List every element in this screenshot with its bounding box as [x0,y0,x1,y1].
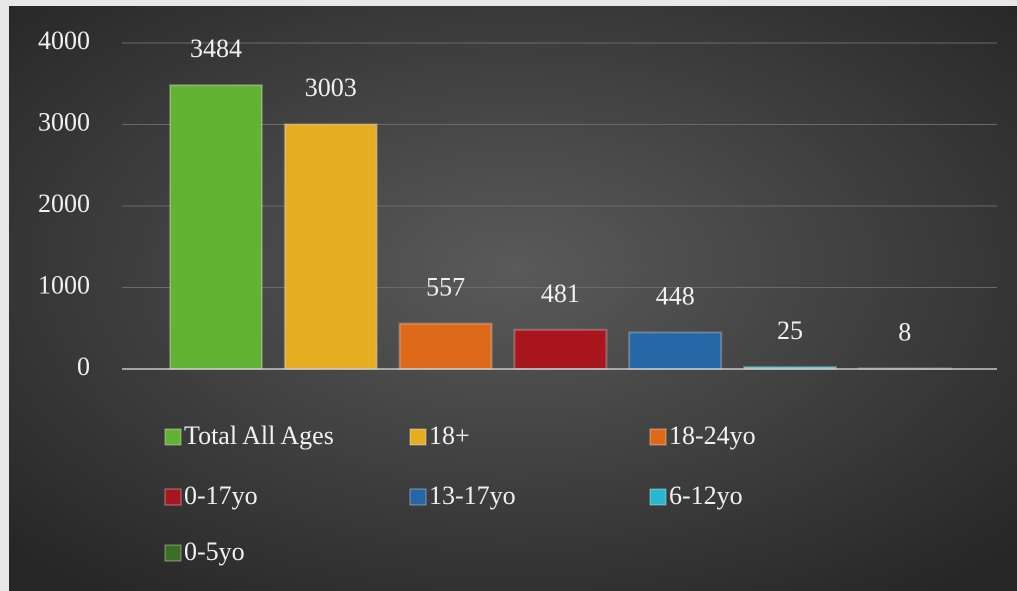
data-label: 3003 [305,73,357,102]
y-tick-label: 1000 [38,270,90,299]
y-tick-label: 3000 [38,107,90,136]
legend-swatch [409,428,427,446]
legend-swatch [164,488,182,506]
data-label: 25 [777,316,803,345]
y-tick-label: 2000 [38,189,90,218]
legend-label: 6-12yo [669,481,743,510]
legend-label: 18-24yo [669,421,756,450]
legend-swatch [649,428,667,446]
legend-label: 13-17yo [429,481,516,510]
data-label: 557 [426,273,465,302]
legend-label: 0-17yo [184,481,258,510]
bar [283,123,378,371]
y-tick-label: 4000 [38,26,90,55]
legend-label: Total All Ages [184,421,334,450]
legend-swatch [164,544,182,562]
bar [398,322,493,370]
legend-swatch [409,488,427,506]
legend-label: 18+ [429,421,470,450]
legend-label: 0-5yo [184,537,245,566]
legend-swatch [649,488,667,506]
bar [513,328,608,370]
data-label: 481 [541,279,580,308]
legend-swatch [164,428,182,446]
data-label: 448 [656,281,695,310]
data-label: 8 [898,317,911,346]
data-label: 3484 [190,34,242,63]
bar [169,84,263,371]
y-tick-label: 0 [77,352,90,381]
bar [628,331,723,371]
